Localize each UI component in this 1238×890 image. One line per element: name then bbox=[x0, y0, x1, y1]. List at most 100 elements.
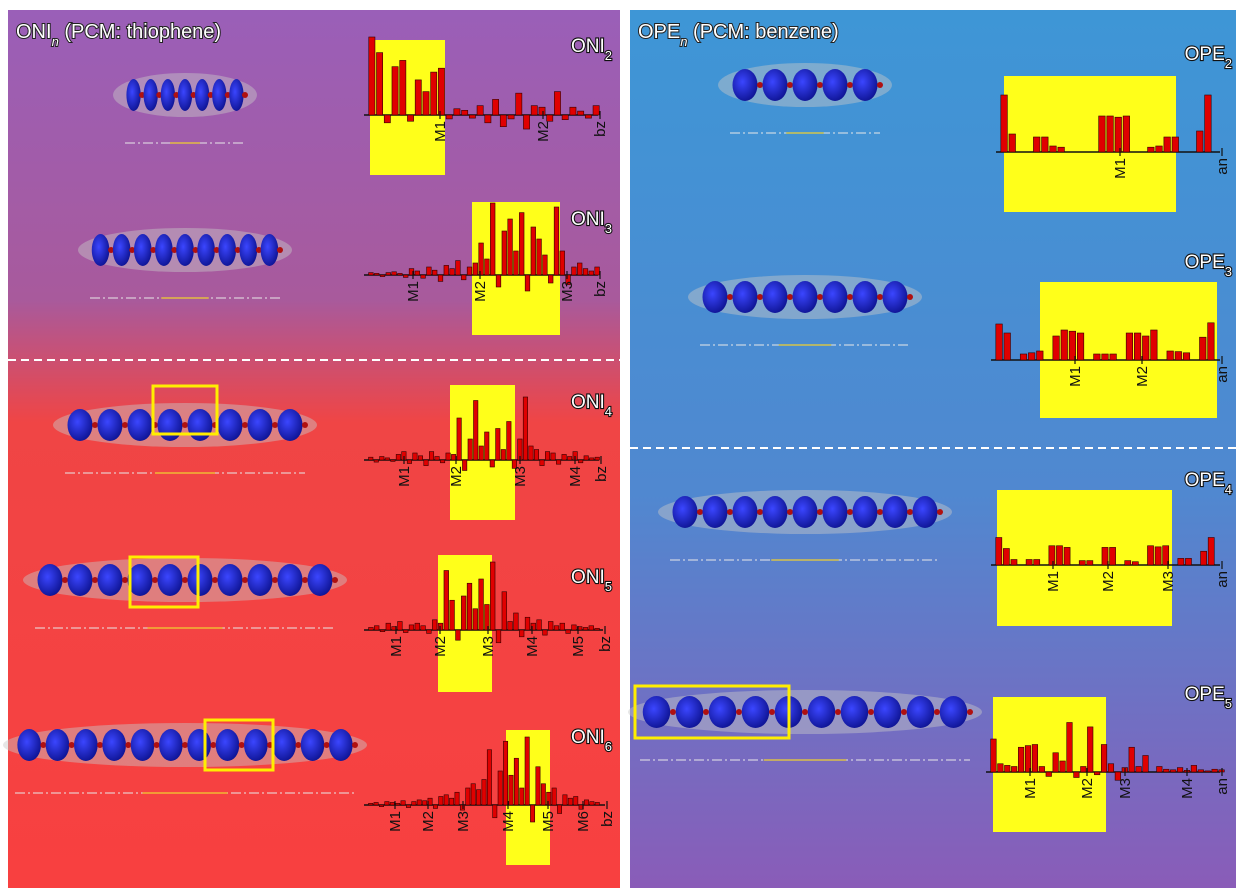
bar bbox=[429, 452, 433, 460]
bar bbox=[474, 401, 478, 461]
bar bbox=[444, 795, 448, 805]
bar bbox=[508, 219, 513, 275]
bar bbox=[1011, 767, 1017, 773]
bar bbox=[525, 737, 529, 805]
tick-label: an bbox=[1214, 158, 1231, 175]
orbital-lobe bbox=[940, 696, 968, 728]
bar bbox=[589, 626, 594, 630]
bar bbox=[421, 626, 426, 630]
bar bbox=[1005, 765, 1011, 772]
tick-label: M1 bbox=[1067, 366, 1084, 387]
orbital-lobe bbox=[216, 729, 240, 761]
bar bbox=[554, 207, 559, 275]
highlight-region bbox=[1004, 76, 1176, 212]
orbital-lobe bbox=[308, 564, 333, 596]
bar bbox=[1110, 354, 1117, 360]
orbital-lobe bbox=[673, 496, 698, 528]
bar bbox=[487, 750, 491, 805]
orbital-lobe bbox=[733, 496, 758, 528]
bar bbox=[543, 255, 548, 275]
atom bbox=[272, 422, 278, 428]
atom bbox=[703, 709, 709, 715]
bar bbox=[380, 275, 385, 277]
bar bbox=[1087, 561, 1093, 565]
bar bbox=[1049, 546, 1055, 565]
bar bbox=[1009, 134, 1016, 152]
bar bbox=[477, 106, 483, 115]
orbital-lobe bbox=[823, 496, 848, 528]
atom bbox=[69, 742, 75, 748]
bar bbox=[1108, 764, 1114, 772]
bar bbox=[1061, 330, 1068, 360]
tick-label: an bbox=[1214, 571, 1231, 588]
bar bbox=[409, 625, 414, 630]
name: ONI bbox=[571, 36, 605, 57]
bar bbox=[508, 622, 513, 631]
bar bbox=[534, 450, 538, 461]
orbital-lobe bbox=[218, 234, 236, 266]
orbital-lobe bbox=[278, 564, 303, 596]
bar bbox=[444, 265, 449, 275]
bar bbox=[1094, 354, 1101, 360]
bar bbox=[1032, 745, 1038, 773]
bar bbox=[493, 805, 497, 818]
subscript: 5 bbox=[605, 579, 612, 594]
bar bbox=[496, 275, 501, 287]
atom bbox=[835, 709, 841, 715]
orbital-lobe bbox=[212, 79, 226, 111]
atom bbox=[295, 742, 301, 748]
bar bbox=[1102, 354, 1109, 360]
orbital-lobe bbox=[793, 69, 818, 101]
bar bbox=[551, 453, 555, 460]
name: OPE bbox=[1185, 470, 1225, 491]
bar bbox=[446, 115, 452, 119]
orbital-lobe bbox=[158, 564, 183, 596]
bar bbox=[493, 99, 499, 115]
bar bbox=[572, 267, 577, 275]
bar bbox=[433, 805, 437, 808]
tick-label: M3 bbox=[480, 636, 497, 657]
bar bbox=[1208, 323, 1215, 360]
atom bbox=[122, 422, 128, 428]
bar bbox=[1155, 547, 1161, 565]
tick-label: M6 bbox=[575, 811, 592, 832]
bar bbox=[503, 741, 507, 805]
bar bbox=[584, 456, 588, 460]
atom bbox=[40, 742, 46, 748]
subscript: 3 bbox=[605, 221, 612, 236]
bar bbox=[530, 805, 534, 822]
subscript: 4 bbox=[1225, 482, 1232, 497]
bar bbox=[574, 797, 578, 806]
bar bbox=[415, 271, 420, 275]
orbital-lobe bbox=[68, 564, 93, 596]
bar bbox=[369, 457, 373, 460]
orbital-lobe bbox=[229, 79, 243, 111]
bar bbox=[595, 628, 600, 630]
bar bbox=[566, 630, 571, 633]
subscript: 2 bbox=[605, 48, 612, 63]
bar bbox=[996, 538, 1002, 566]
bar bbox=[1037, 351, 1044, 360]
bar bbox=[508, 115, 514, 119]
bar bbox=[482, 780, 486, 806]
bar bbox=[1136, 767, 1142, 773]
bar bbox=[523, 115, 529, 129]
atom bbox=[272, 577, 278, 583]
bar bbox=[531, 227, 536, 275]
orbital-lobe bbox=[134, 234, 152, 266]
bar bbox=[432, 620, 437, 630]
tick-label: an bbox=[1214, 778, 1231, 795]
tick-label: bz bbox=[597, 636, 614, 652]
bar bbox=[415, 623, 420, 630]
bar bbox=[595, 802, 599, 805]
bar bbox=[467, 583, 472, 630]
orbital-lobe bbox=[823, 281, 848, 313]
bar bbox=[1074, 772, 1080, 778]
bar bbox=[578, 460, 582, 463]
bar bbox=[1110, 547, 1116, 565]
atom bbox=[769, 709, 775, 715]
name: ONI bbox=[571, 567, 605, 588]
bar bbox=[403, 275, 408, 277]
bar bbox=[520, 788, 524, 805]
atom bbox=[302, 577, 308, 583]
